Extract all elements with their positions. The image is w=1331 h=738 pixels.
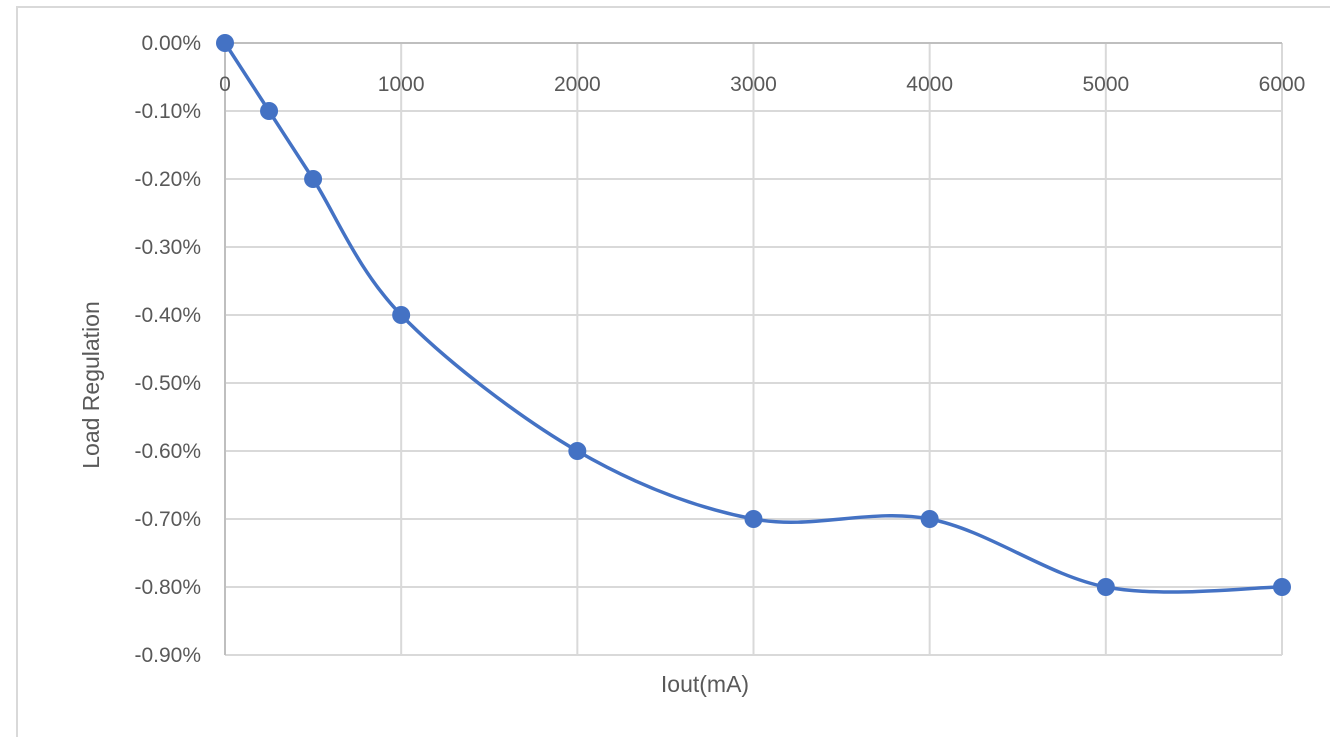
x-tick-label: 1000 [378, 73, 425, 96]
data-point [1096, 578, 1115, 596]
axes [224, 42, 1282, 655]
y-tick-label: -0.80% [134, 576, 201, 599]
data-point [304, 170, 323, 188]
y-tick-label: -0.50% [134, 372, 201, 395]
data-point [920, 510, 939, 528]
x-tick-label: 3000 [730, 73, 777, 96]
y-tick-label: -0.90% [134, 644, 201, 667]
y-tick-label: -0.10% [134, 100, 201, 123]
x-tick-label: 5000 [1082, 73, 1129, 96]
data-point [568, 442, 587, 460]
data-point [744, 510, 763, 528]
chart-frame [16, 6, 1330, 737]
y-tick-label: -0.20% [134, 168, 201, 191]
y-tick-label: -0.70% [134, 508, 201, 531]
series [216, 34, 1291, 596]
data-point [216, 34, 234, 52]
tick-labels: 0.00% -0.10% -0.20% -0.30% -0.40% -0.50% -0.60… [134, 32, 1305, 667]
data-point [260, 102, 279, 120]
data-point [392, 306, 411, 324]
y-axis-title: Load Regulation [78, 301, 104, 469]
y-tick-label: -0.40% [134, 304, 201, 327]
x-tick-label: 6000 [1259, 73, 1306, 96]
x-tick-label: 2000 [554, 73, 601, 96]
x-axis-title: Iout(mA) [661, 671, 749, 697]
data-point [1273, 578, 1291, 596]
series-line [223, 42, 1283, 594]
y-tick-label: 0.00% [141, 32, 201, 55]
y-tick-label: -0.60% [134, 440, 201, 463]
x-tick-label: 4000 [906, 73, 953, 96]
y-tick-label: -0.30% [134, 236, 201, 259]
grid [224, 42, 1283, 656]
x-tick-label: 0 [219, 73, 231, 96]
